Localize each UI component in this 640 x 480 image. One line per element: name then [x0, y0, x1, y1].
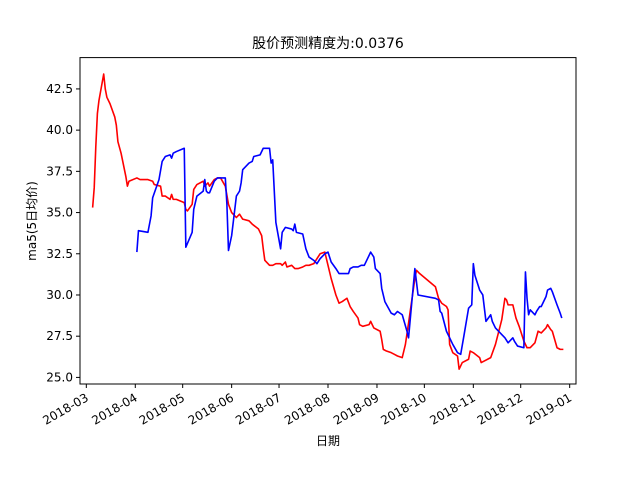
series-line-red [91, 73, 564, 370]
y-tick-label: 25.0 [46, 370, 73, 384]
series-line-blue [136, 147, 563, 356]
y-tick-label: 32.5 [46, 247, 73, 261]
y-tick-label: 30.0 [46, 288, 73, 302]
y-tick-label: 37.5 [46, 164, 73, 178]
y-tick-label: 42.5 [46, 82, 73, 96]
y-axis: 25.0 27.5 30.0 32.5 35.0 37.5 40.0 42.5 [46, 82, 80, 384]
y-tick-label: 35.0 [46, 206, 73, 220]
x-axis-title: 日期 [316, 434, 340, 448]
y-axis-title: ma5(5日均价) [25, 181, 39, 261]
series-layer [91, 73, 564, 370]
y-tick-label: 40.0 [46, 123, 73, 137]
y-tick-label: 27.5 [46, 329, 73, 343]
chart-title: 股价预测精度为:0.0376 [252, 36, 404, 52]
